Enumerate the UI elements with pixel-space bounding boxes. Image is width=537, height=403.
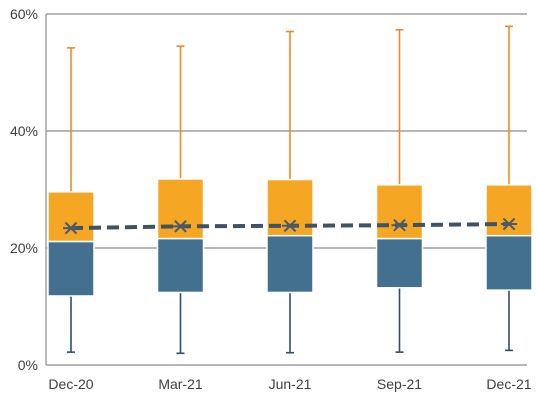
mean-marker — [282, 219, 298, 233]
box-layer — [47, 178, 533, 297]
x-tick-label: Mar-21 — [158, 376, 203, 392]
x-tick-label: Dec-21 — [486, 376, 531, 392]
y-tick-label: 0% — [18, 357, 38, 373]
upper-box — [375, 184, 424, 240]
y-tick-label: 40% — [10, 123, 38, 139]
whisker-layer — [67, 25, 513, 355]
y-tick-label: 60% — [10, 6, 38, 22]
x-tick-label: Sep-21 — [377, 376, 422, 392]
upper-box — [156, 178, 205, 240]
upper-box — [485, 184, 533, 237]
lower-box — [47, 240, 95, 297]
label-layer: 0% 20% 40% 60% Dec-20 Mar-21 Jun-21 Sep-21 Dec-2… — [10, 6, 532, 392]
mean-marker-stroke — [502, 217, 516, 231]
mean-marker — [391, 218, 408, 232]
mean-marker-stroke — [283, 219, 297, 233]
lower-box — [266, 234, 314, 294]
mean-marker-stroke — [64, 221, 78, 235]
mean-marker — [63, 221, 79, 235]
lower-box — [156, 237, 205, 294]
x-tick-label: Jun-21 — [269, 376, 312, 392]
x-tick-label: Dec-20 — [48, 376, 93, 392]
mean-marker — [501, 217, 517, 231]
lower-box — [375, 237, 424, 289]
mean-marker-stroke — [393, 218, 406, 232]
mean-marker — [172, 220, 189, 233]
mean-layer — [63, 217, 517, 235]
lower-box — [485, 234, 533, 291]
y-tick-label: 20% — [10, 240, 38, 256]
upper-box — [47, 191, 95, 243]
mean-marker-stroke — [174, 220, 187, 233]
